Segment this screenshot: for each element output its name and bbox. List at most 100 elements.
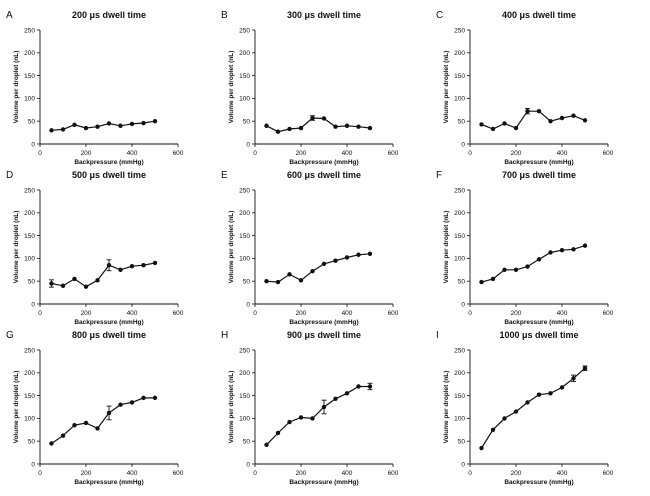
data-point xyxy=(582,243,588,248)
y-axis-title: Volume per droplet (nL) xyxy=(228,51,235,124)
data-point xyxy=(275,430,281,436)
data-point xyxy=(95,278,100,283)
data-point xyxy=(367,384,373,389)
series-line xyxy=(51,262,156,288)
data-point xyxy=(571,113,576,118)
data-point xyxy=(536,108,542,114)
y-tick-label: 200 xyxy=(239,370,250,377)
x-tick-label: 0 xyxy=(38,470,42,477)
data-point xyxy=(310,115,315,121)
y-tick-label: 150 xyxy=(24,73,35,80)
panel-title: 300 μs dwell time xyxy=(287,10,361,20)
y-tick-label: 250 xyxy=(454,187,465,194)
data-point xyxy=(83,420,89,426)
y-tick-label: 100 xyxy=(454,416,465,423)
data-point xyxy=(152,395,158,401)
y-tick-label: 250 xyxy=(239,347,250,354)
x-tick-label: 0 xyxy=(38,150,42,157)
panel-b: B 300 μs dwell time 0 50 100 150 200 250 0 200 400… xyxy=(221,10,399,166)
data-point xyxy=(321,116,327,121)
x-tick-label: 200 xyxy=(511,150,522,157)
data-point xyxy=(118,402,123,407)
x-tick-label: 200 xyxy=(511,470,522,477)
data-point xyxy=(559,115,565,121)
series-line xyxy=(51,397,155,444)
series-line xyxy=(481,110,586,130)
x-tick-label: 600 xyxy=(388,150,399,157)
x-tick-label: 400 xyxy=(127,150,138,157)
x-axis-title: Backpressure (mmHg) xyxy=(74,479,143,486)
x-tick-label: 600 xyxy=(173,150,184,157)
y-tick-label: 150 xyxy=(454,233,465,240)
y-tick-label: 150 xyxy=(454,73,465,80)
data-point xyxy=(298,415,304,420)
y-axis-title: Volume per droplet (nL) xyxy=(443,51,450,124)
x-axis-title: Backpressure (mmHg) xyxy=(504,159,573,166)
y-tick-label: 50 xyxy=(28,439,36,446)
data-point xyxy=(525,400,530,405)
data-point xyxy=(344,391,350,396)
data-point xyxy=(106,410,112,416)
data-point xyxy=(287,419,292,425)
y-tick-label: 200 xyxy=(454,370,465,377)
x-tick-label: 400 xyxy=(342,310,353,317)
x-tick-label: 0 xyxy=(468,470,472,477)
panel-d: D 500 μs dwell time 0 50 100 150 200 250 0 200 400… xyxy=(6,170,184,326)
data-point xyxy=(536,392,542,397)
x-tick-label: 0 xyxy=(468,150,472,157)
data-point xyxy=(49,441,54,446)
panel-e: E 600 μs dwell time 0 50 100 150 200 250 0 200 400… xyxy=(221,170,399,326)
series-line xyxy=(266,253,371,283)
panel-title: 400 μs dwell time xyxy=(502,10,576,20)
series-line xyxy=(51,120,156,131)
x-tick-label: 600 xyxy=(388,310,399,317)
x-tick-label: 200 xyxy=(296,470,307,477)
data-point xyxy=(264,123,269,128)
y-tick-label: 0 xyxy=(461,301,465,308)
y-axis-title: Volume per droplet (nL) xyxy=(443,371,450,444)
y-tick-label: 50 xyxy=(458,279,466,286)
y-tick-label: 250 xyxy=(24,347,35,354)
data-point xyxy=(49,281,54,286)
y-tick-label: 100 xyxy=(454,96,465,103)
x-axis-title: Backpressure (mmHg) xyxy=(504,479,573,486)
data-point xyxy=(118,267,123,272)
data-point xyxy=(582,118,588,123)
panel-c: C 400 μs dwell time 0 50 100 150 200 250 0 200 400… xyxy=(436,10,614,166)
data-point xyxy=(60,127,66,132)
panel-letter: F xyxy=(436,170,442,181)
y-tick-label: 0 xyxy=(461,141,465,148)
x-tick-label: 600 xyxy=(173,310,184,317)
x-tick-label: 600 xyxy=(173,470,184,477)
y-tick-label: 100 xyxy=(454,256,465,263)
data-point xyxy=(83,284,89,289)
data-point xyxy=(571,247,576,252)
data-point xyxy=(287,272,292,277)
y-tick-label: 50 xyxy=(458,439,466,446)
y-tick-label: 250 xyxy=(239,27,250,34)
data-point xyxy=(152,260,158,266)
y-tick-label: 100 xyxy=(24,416,35,423)
x-tick-label: 400 xyxy=(127,470,138,477)
y-tick-label: 100 xyxy=(239,416,250,423)
panel-letter: B xyxy=(221,10,228,21)
y-tick-label: 0 xyxy=(246,141,250,148)
y-axis-title: Volume per droplet (nL) xyxy=(228,211,235,284)
x-tick-label: 200 xyxy=(81,470,92,477)
data-point xyxy=(582,366,588,371)
data-point xyxy=(321,404,327,410)
data-point xyxy=(571,376,576,381)
data-point xyxy=(275,129,281,134)
y-tick-label: 200 xyxy=(239,50,250,57)
x-axis-title: Backpressure (mmHg) xyxy=(289,159,358,166)
data-point xyxy=(536,257,542,262)
data-point xyxy=(72,423,77,428)
data-point xyxy=(106,121,112,126)
y-tick-label: 50 xyxy=(458,119,466,126)
x-tick-label: 400 xyxy=(557,310,568,317)
data-point xyxy=(152,119,158,124)
y-tick-label: 0 xyxy=(31,301,35,308)
x-tick-label: 400 xyxy=(342,470,353,477)
panel-h: H 900 μs dwell time 0 50 100 150 200 250 0 200 400… xyxy=(221,330,399,486)
